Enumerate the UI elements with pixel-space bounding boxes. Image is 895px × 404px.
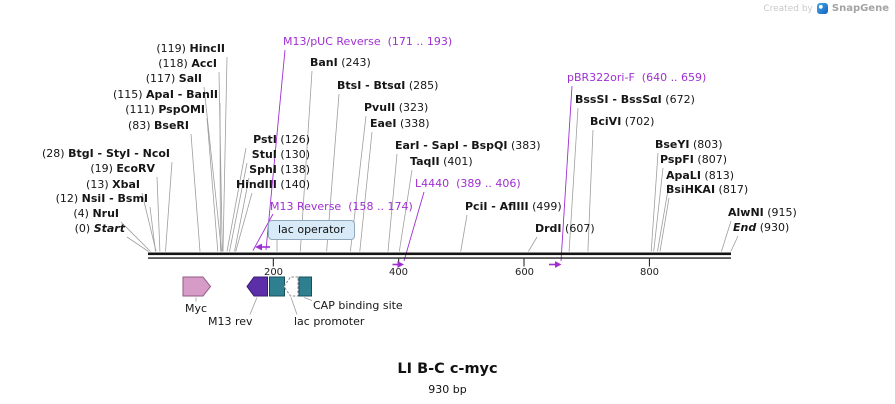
enzyme-label-sphi[interactable]: SphI (138) [249,163,310,176]
enzyme-label-eari-sapi-bspqi[interactable]: EarI - SapI - BspQI (383) [395,139,541,152]
lac-operator-callout[interactable]: lac operator [268,220,355,240]
lac-promoter-feature-arrow[interactable] [283,276,299,297]
enzyme-label-pcii-afliii[interactable]: PciI - AflIII (499) [465,200,562,213]
construct-length: 930 bp [428,383,467,396]
enzyme-label-nsii-bsmi[interactable]: (12) NsiI - BsmI [55,192,148,205]
ruler-tick-label-600: 600 [514,267,535,278]
watermark-created-by: Created by [763,3,813,14]
myc-feature-arrow[interactable] [182,276,212,297]
m13-rev-feature-arrow[interactable] [246,276,268,297]
primer-leader-lines [252,49,573,262]
enzyme-label-xbai[interactable]: (13) XbaI [86,178,140,191]
enzyme-label-bseri[interactable]: (83) BseRI [127,119,189,132]
ruler-tick-label-800: 800 [639,267,660,278]
feature-label-myc[interactable]: Myc [184,302,208,315]
primer-marks[interactable] [255,243,562,268]
enzyme-label-hindiii[interactable]: HindIII (140) [235,178,310,191]
enzyme-label-apali[interactable]: ApaLI (813) [666,169,735,182]
enzyme-label-stui[interactable]: StuI (130) [251,148,310,161]
ruler-tick-label-400: 400 [388,267,409,278]
enzyme-label-bsssi-bsssai[interactable]: BssSI - BssSαI (672) [575,93,695,106]
enzyme-label-bsihkai[interactable]: BsiHKAI (817) [666,183,749,196]
enzyme-label-btgi-styi-ncoi[interactable]: (28) BtgI - StyI - NcoI [42,147,170,160]
primer-label-l4440[interactable]: L4440 (389 .. 406) [415,177,521,190]
enzyme-label-psti[interactable]: PstI (126) [253,133,310,146]
primer-label-pbr322ori-f[interactable]: pBR322ori-F (640 .. 659) [567,71,707,84]
enzyme-label-apai-banii[interactable]: (115) ApaI - BanII [112,88,218,101]
enzyme-label-drdi[interactable]: DrdI (607) [535,222,595,235]
enzyme-label-ecorv[interactable]: (19) EcoRV [90,162,155,175]
construct-title: LI B-C c-myc [397,361,498,377]
enzyme-label-bcivi[interactable]: BciVI (702) [590,115,655,128]
enzyme-label-nrui[interactable]: (4) NruI [73,207,119,220]
lac-operator-feature-box[interactable] [269,276,285,297]
enzyme-label-acci[interactable]: (118) AccI [158,57,217,70]
enzyme-label-pspfi[interactable]: PspFI (807) [660,153,727,166]
enzyme-label-btsi-btsai[interactable]: BtsI - BtsαI (285) [337,79,439,92]
feature-label-cap-binding-site[interactable]: CAP binding site [313,299,403,312]
enzyme-label-hincii[interactable]: (119) HincII [156,42,225,55]
leader-lines [120,56,739,315]
primer-label-m13-reverse[interactable]: M13 Reverse (158 .. 174) [270,200,413,213]
enzyme-label-alwni[interactable]: AlwNI (915) [728,206,797,219]
watermark-brand: SnapGene [831,3,889,14]
feature-label-lac-promoter[interactable]: lac promoter [294,315,365,328]
enzyme-label-eaei[interactable]: EaeI (338) [370,117,430,130]
snapgene-logo-icon [816,3,828,14]
sequence-ruler [148,252,731,267]
enzyme-label-bani[interactable]: BanI (243) [310,56,371,69]
enzyme-label-taqii[interactable]: TaqII (401) [410,155,473,168]
watermark: Created by SnapGene [763,3,889,14]
end-label[interactable]: End (930) [733,221,790,234]
enzyme-label-bseyi[interactable]: BseYI (803) [655,138,723,151]
enzyme-label-pspomi[interactable]: (111) PspOMI [125,103,205,116]
enzyme-label-sali[interactable]: (117) SalI [145,72,202,85]
start-label[interactable]: (0) Start [74,222,125,235]
ruler-tick-label-200: 200 [263,267,284,278]
feature-label-m13-rev[interactable]: M13 rev [208,315,253,328]
cap-binding-site-feature-box[interactable] [298,276,312,297]
primer-label-m13-puc-reverse[interactable]: M13/pUC Reverse (171 .. 193) [283,35,453,48]
enzyme-label-pvuii[interactable]: PvuII (323) [364,101,429,114]
